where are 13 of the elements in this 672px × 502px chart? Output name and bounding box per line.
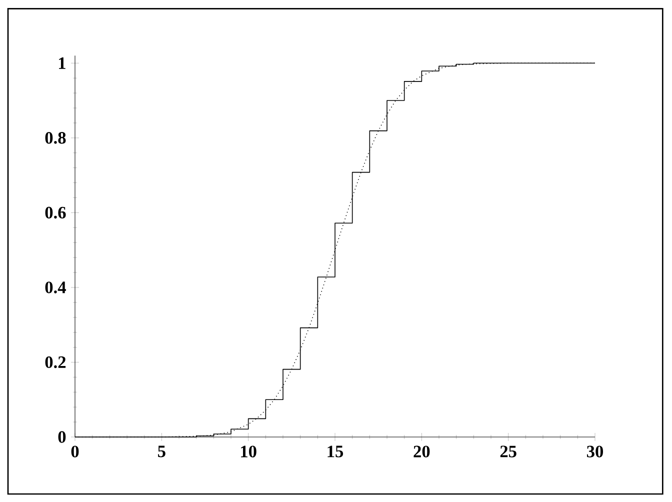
x-tick-label: 10	[241, 446, 256, 458]
x-tick-label: 0	[71, 446, 79, 458]
y-tick-label: 0.8	[45, 132, 66, 144]
y-tick-label: 0.6	[45, 206, 66, 219]
x-tick-label: 5	[158, 446, 166, 458]
y-tick-label: 0.4	[45, 282, 66, 294]
y-tick-label: 1	[59, 57, 66, 69]
x-tick-label: 25	[500, 446, 516, 458]
x-tick-label: 30	[586, 446, 604, 458]
y-tick-label: 0.2	[45, 356, 66, 368]
y-tick-label: 0	[58, 431, 66, 443]
x-tick-label: 15	[328, 446, 344, 458]
x-tick-label: 20	[414, 446, 430, 458]
